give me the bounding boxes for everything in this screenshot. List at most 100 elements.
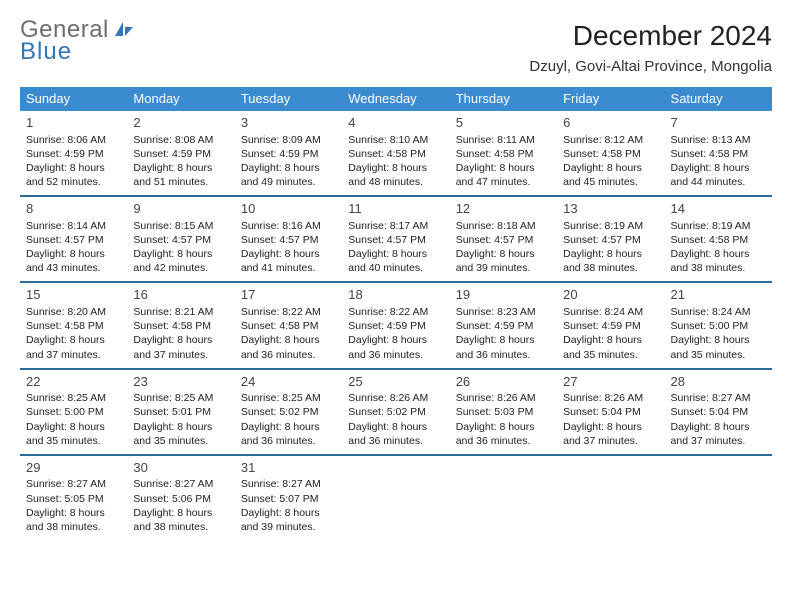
- daylight-line: Daylight: 8 hours and 42 minutes.: [133, 247, 228, 275]
- calendar-day-cell: 25Sunrise: 8:26 AMSunset: 5:02 PMDayligh…: [342, 369, 449, 455]
- daylight-line: Daylight: 8 hours and 36 minutes.: [348, 333, 443, 361]
- calendar-table: Sunday Monday Tuesday Wednesday Thursday…: [20, 87, 772, 540]
- day-number: 21: [671, 286, 766, 304]
- logo-word-2: Blue: [20, 40, 135, 64]
- daylight-line: Daylight: 8 hours and 36 minutes.: [241, 420, 336, 448]
- day-number: 6: [563, 114, 658, 132]
- sunset-line: Sunset: 4:58 PM: [26, 319, 121, 333]
- sunrise-line: Sunrise: 8:19 AM: [563, 219, 658, 233]
- sunset-line: Sunset: 5:00 PM: [671, 319, 766, 333]
- calendar-week-row: 1Sunrise: 8:06 AMSunset: 4:59 PMDaylight…: [20, 111, 772, 196]
- daylight-line: Daylight: 8 hours and 48 minutes.: [348, 161, 443, 189]
- sunset-line: Sunset: 4:59 PM: [348, 319, 443, 333]
- sunset-line: Sunset: 4:57 PM: [348, 233, 443, 247]
- daylight-line: Daylight: 8 hours and 36 minutes.: [241, 333, 336, 361]
- sunset-line: Sunset: 4:58 PM: [563, 147, 658, 161]
- calendar-empty-cell: [557, 455, 664, 540]
- day-number: 31: [241, 459, 336, 477]
- day-number: 18: [348, 286, 443, 304]
- calendar-day-cell: 6Sunrise: 8:12 AMSunset: 4:58 PMDaylight…: [557, 111, 664, 196]
- daylight-line: Daylight: 8 hours and 35 minutes.: [26, 420, 121, 448]
- weekday-header: Friday: [557, 87, 664, 111]
- daylight-line: Daylight: 8 hours and 37 minutes.: [26, 333, 121, 361]
- sunset-line: Sunset: 4:59 PM: [133, 147, 228, 161]
- daylight-line: Daylight: 8 hours and 51 minutes.: [133, 161, 228, 189]
- sunset-line: Sunset: 5:04 PM: [563, 405, 658, 419]
- sunrise-line: Sunrise: 8:18 AM: [456, 219, 551, 233]
- day-number: 23: [133, 373, 228, 391]
- sunrise-line: Sunrise: 8:22 AM: [348, 305, 443, 319]
- daylight-line: Daylight: 8 hours and 47 minutes.: [456, 161, 551, 189]
- logo-sail-icon: [113, 20, 135, 42]
- calendar-day-cell: 13Sunrise: 8:19 AMSunset: 4:57 PMDayligh…: [557, 196, 664, 282]
- daylight-line: Daylight: 8 hours and 35 minutes.: [133, 420, 228, 448]
- day-number: 15: [26, 286, 121, 304]
- day-number: 5: [456, 114, 551, 132]
- calendar-week-row: 15Sunrise: 8:20 AMSunset: 4:58 PMDayligh…: [20, 282, 772, 368]
- sunrise-line: Sunrise: 8:19 AM: [671, 219, 766, 233]
- calendar-day-cell: 27Sunrise: 8:26 AMSunset: 5:04 PMDayligh…: [557, 369, 664, 455]
- sunset-line: Sunset: 4:59 PM: [26, 147, 121, 161]
- calendar-day-cell: 5Sunrise: 8:11 AMSunset: 4:58 PMDaylight…: [450, 111, 557, 196]
- sunrise-line: Sunrise: 8:15 AM: [133, 219, 228, 233]
- calendar-empty-cell: [342, 455, 449, 540]
- weekday-header-row: Sunday Monday Tuesday Wednesday Thursday…: [20, 87, 772, 111]
- sunset-line: Sunset: 5:01 PM: [133, 405, 228, 419]
- day-number: 19: [456, 286, 551, 304]
- month-title: December 2024: [529, 20, 772, 52]
- sunrise-line: Sunrise: 8:27 AM: [241, 477, 336, 491]
- sunset-line: Sunset: 5:07 PM: [241, 492, 336, 506]
- sunset-line: Sunset: 4:58 PM: [671, 147, 766, 161]
- calendar-day-cell: 15Sunrise: 8:20 AMSunset: 4:58 PMDayligh…: [20, 282, 127, 368]
- sunrise-line: Sunrise: 8:08 AM: [133, 133, 228, 147]
- day-number: 11: [348, 200, 443, 218]
- calendar-day-cell: 21Sunrise: 8:24 AMSunset: 5:00 PMDayligh…: [665, 282, 772, 368]
- calendar-week-row: 22Sunrise: 8:25 AMSunset: 5:00 PMDayligh…: [20, 369, 772, 455]
- day-number: 30: [133, 459, 228, 477]
- daylight-line: Daylight: 8 hours and 37 minutes.: [563, 420, 658, 448]
- daylight-line: Daylight: 8 hours and 35 minutes.: [563, 333, 658, 361]
- daylight-line: Daylight: 8 hours and 38 minutes.: [26, 506, 121, 534]
- sunrise-line: Sunrise: 8:24 AM: [563, 305, 658, 319]
- sunrise-line: Sunrise: 8:24 AM: [671, 305, 766, 319]
- sunrise-line: Sunrise: 8:25 AM: [26, 391, 121, 405]
- calendar-day-cell: 14Sunrise: 8:19 AMSunset: 4:58 PMDayligh…: [665, 196, 772, 282]
- sunrise-line: Sunrise: 8:23 AM: [456, 305, 551, 319]
- day-number: 8: [26, 200, 121, 218]
- title-block: December 2024 Dzuyl, Govi-Altai Province…: [529, 18, 772, 79]
- calendar-day-cell: 29Sunrise: 8:27 AMSunset: 5:05 PMDayligh…: [20, 455, 127, 540]
- sunrise-line: Sunrise: 8:17 AM: [348, 219, 443, 233]
- daylight-line: Daylight: 8 hours and 36 minutes.: [456, 420, 551, 448]
- sunset-line: Sunset: 4:58 PM: [456, 147, 551, 161]
- sunrise-line: Sunrise: 8:16 AM: [241, 219, 336, 233]
- daylight-line: Daylight: 8 hours and 43 minutes.: [26, 247, 121, 275]
- sunrise-line: Sunrise: 8:25 AM: [241, 391, 336, 405]
- daylight-line: Daylight: 8 hours and 44 minutes.: [671, 161, 766, 189]
- day-number: 1: [26, 114, 121, 132]
- logo: General Blue: [20, 18, 135, 64]
- sunset-line: Sunset: 5:02 PM: [241, 405, 336, 419]
- calendar-day-cell: 11Sunrise: 8:17 AMSunset: 4:57 PMDayligh…: [342, 196, 449, 282]
- sunset-line: Sunset: 4:57 PM: [26, 233, 121, 247]
- daylight-line: Daylight: 8 hours and 36 minutes.: [456, 333, 551, 361]
- calendar-day-cell: 23Sunrise: 8:25 AMSunset: 5:01 PMDayligh…: [127, 369, 234, 455]
- sunset-line: Sunset: 5:03 PM: [456, 405, 551, 419]
- daylight-line: Daylight: 8 hours and 38 minutes.: [671, 247, 766, 275]
- daylight-line: Daylight: 8 hours and 39 minutes.: [456, 247, 551, 275]
- day-number: 7: [671, 114, 766, 132]
- day-number: 17: [241, 286, 336, 304]
- calendar-day-cell: 10Sunrise: 8:16 AMSunset: 4:57 PMDayligh…: [235, 196, 342, 282]
- calendar-day-cell: 1Sunrise: 8:06 AMSunset: 4:59 PMDaylight…: [20, 111, 127, 196]
- calendar-day-cell: 18Sunrise: 8:22 AMSunset: 4:59 PMDayligh…: [342, 282, 449, 368]
- sunset-line: Sunset: 4:57 PM: [456, 233, 551, 247]
- daylight-line: Daylight: 8 hours and 38 minutes.: [133, 506, 228, 534]
- day-number: 2: [133, 114, 228, 132]
- daylight-line: Daylight: 8 hours and 35 minutes.: [671, 333, 766, 361]
- calendar-day-cell: 3Sunrise: 8:09 AMSunset: 4:59 PMDaylight…: [235, 111, 342, 196]
- day-number: 28: [671, 373, 766, 391]
- day-number: 27: [563, 373, 658, 391]
- sunrise-line: Sunrise: 8:26 AM: [348, 391, 443, 405]
- calendar-day-cell: 30Sunrise: 8:27 AMSunset: 5:06 PMDayligh…: [127, 455, 234, 540]
- day-number: 10: [241, 200, 336, 218]
- sunset-line: Sunset: 4:57 PM: [241, 233, 336, 247]
